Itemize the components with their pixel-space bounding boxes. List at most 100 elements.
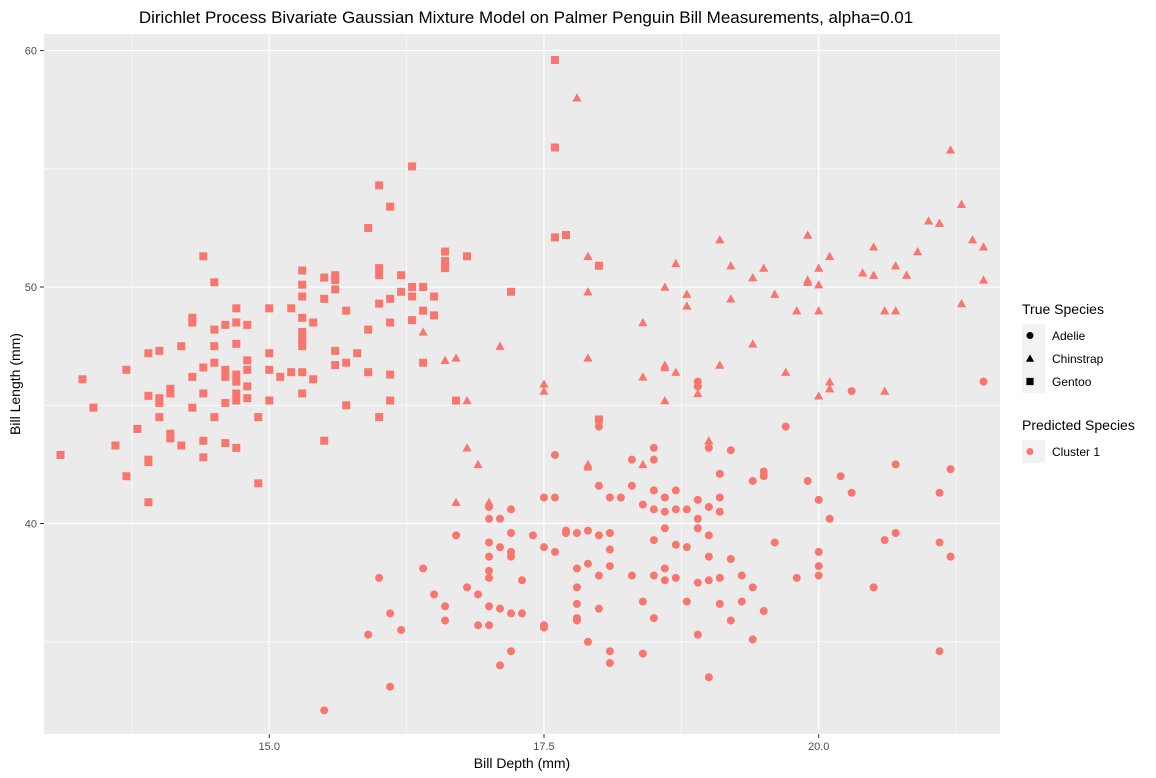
gentoo-point bbox=[397, 287, 406, 296]
gentoo-point bbox=[177, 342, 186, 351]
gentoo-point bbox=[265, 349, 274, 358]
gentoo-point bbox=[320, 294, 329, 303]
adelie-point bbox=[507, 552, 516, 561]
gentoo-point bbox=[199, 453, 208, 462]
adelie-point bbox=[726, 446, 735, 455]
chinstrap-point bbox=[440, 355, 450, 365]
legend: True Species Adelie Chinstrap Gentoo Predict… bbox=[1022, 301, 1135, 463]
adelie-point bbox=[825, 514, 834, 523]
adelie-point bbox=[605, 545, 614, 554]
adelie-point bbox=[485, 552, 494, 561]
gentoo-point bbox=[166, 429, 175, 438]
adelie-point bbox=[605, 647, 614, 656]
adelie-point bbox=[781, 422, 790, 431]
gentoo-point bbox=[221, 320, 230, 329]
chinstrap-point bbox=[583, 459, 593, 469]
adelie-point bbox=[715, 493, 724, 502]
gentoo-point bbox=[397, 271, 406, 280]
adelie-point bbox=[507, 505, 516, 514]
chinstrap-point bbox=[956, 199, 967, 208]
adelie-point bbox=[649, 443, 658, 452]
data-points bbox=[56, 56, 989, 715]
chinstrap-point bbox=[814, 391, 824, 400]
gentoo-point bbox=[309, 318, 318, 327]
gentoo-point bbox=[375, 264, 384, 273]
adelie-point bbox=[397, 625, 406, 634]
gentoo-point bbox=[254, 413, 263, 422]
gentoo-point bbox=[408, 283, 417, 292]
gentoo-point bbox=[210, 278, 219, 287]
x-tick-label: 20.0 bbox=[808, 741, 829, 753]
adelie-point bbox=[419, 564, 428, 573]
adelie-point bbox=[539, 623, 548, 632]
gentoo-point bbox=[507, 287, 516, 296]
chinstrap-point bbox=[901, 270, 912, 279]
gentoo-point bbox=[419, 306, 428, 315]
gentoo-point bbox=[386, 202, 395, 211]
adelie-point bbox=[814, 547, 823, 556]
adelie-point bbox=[891, 528, 900, 537]
gentoo-point bbox=[89, 403, 98, 412]
adelie-point bbox=[572, 599, 581, 608]
gentoo-point bbox=[232, 304, 241, 313]
adelie-point bbox=[485, 621, 494, 630]
chinstrap-point bbox=[748, 272, 758, 282]
gentoo-point bbox=[199, 252, 208, 261]
legend-label: Adelie bbox=[1052, 329, 1086, 343]
gentoo-point bbox=[265, 396, 274, 405]
gentoo-point bbox=[210, 342, 219, 351]
adelie-point bbox=[693, 514, 702, 523]
chinstrap-point bbox=[682, 301, 692, 310]
adelie-point bbox=[704, 502, 713, 511]
gentoo-point bbox=[550, 56, 559, 65]
chinstrap-point bbox=[803, 230, 813, 239]
chinstrap-point bbox=[704, 436, 714, 445]
adelie-point bbox=[605, 528, 614, 537]
adelie-point bbox=[518, 609, 526, 618]
chinstrap-point bbox=[495, 341, 505, 350]
gentoo-point bbox=[243, 394, 252, 403]
adelie-point bbox=[737, 597, 746, 606]
gentoo-point bbox=[155, 346, 164, 355]
gentoo-point bbox=[144, 498, 153, 507]
adelie-point bbox=[539, 493, 548, 502]
gentoo-point bbox=[177, 441, 186, 450]
gentoo-point bbox=[210, 358, 219, 367]
chinstrap-point bbox=[770, 289, 780, 298]
gentoo-point bbox=[232, 318, 241, 327]
adelie-point bbox=[671, 540, 680, 549]
legend-key-circle bbox=[1026, 448, 1034, 455]
adelie-point bbox=[737, 571, 746, 580]
chinstrap-point bbox=[814, 306, 824, 315]
chinstrap-point bbox=[967, 235, 978, 244]
y-tick-label: 40 bbox=[25, 519, 37, 531]
gentoo-point bbox=[221, 398, 230, 407]
adelie-point bbox=[880, 536, 889, 545]
adelie-point bbox=[594, 481, 603, 490]
chinstrap-point bbox=[748, 339, 758, 348]
gentoo-point bbox=[430, 311, 439, 320]
adelie-point bbox=[748, 635, 757, 644]
gentoo-point bbox=[232, 377, 241, 386]
gentoo-point bbox=[331, 275, 340, 284]
chinstrap-point bbox=[880, 386, 890, 395]
gentoo-point bbox=[298, 327, 307, 336]
adelie-point bbox=[616, 493, 625, 502]
chinstrap-point bbox=[978, 242, 989, 251]
gentoo-point bbox=[353, 349, 362, 358]
gentoo-point bbox=[408, 292, 417, 301]
chinstrap-point bbox=[693, 388, 703, 398]
adelie-point bbox=[561, 528, 570, 537]
chart-title: Dirichlet Process Bivariate Gaussian Mix… bbox=[139, 8, 913, 27]
chinstrap-point bbox=[638, 459, 648, 469]
chinstrap-point bbox=[539, 386, 549, 395]
legend-label: Cluster 1 bbox=[1052, 445, 1100, 459]
adelie-point bbox=[638, 500, 647, 509]
gentoo-point bbox=[441, 257, 450, 266]
chinstrap-point bbox=[451, 497, 461, 506]
adelie-point bbox=[814, 562, 823, 571]
gentoo-point bbox=[419, 283, 428, 292]
gentoo-point bbox=[408, 316, 417, 325]
gentoo-point bbox=[210, 325, 219, 334]
